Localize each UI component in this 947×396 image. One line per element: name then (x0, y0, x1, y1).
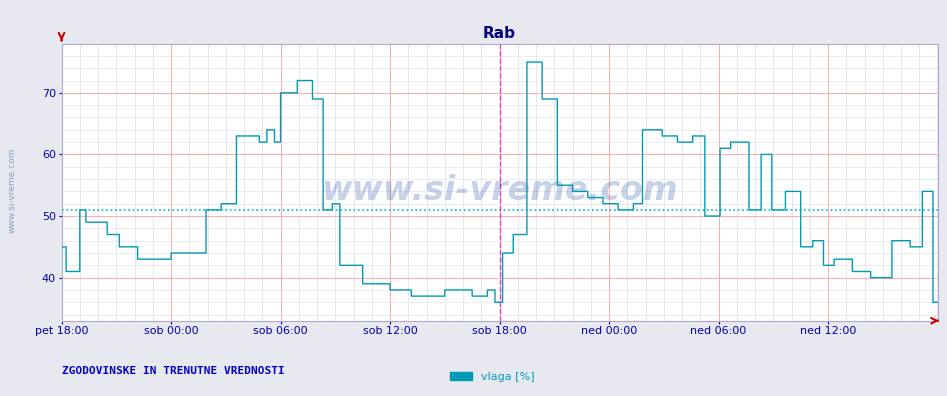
Text: ZGODOVINSKE IN TRENUTNE VREDNOSTI: ZGODOVINSKE IN TRENUTNE VREDNOSTI (62, 366, 284, 376)
Text: www.si-vreme.com: www.si-vreme.com (8, 147, 17, 233)
Text: www.si-vreme.com: www.si-vreme.com (321, 174, 678, 207)
Legend: vlaga [%]: vlaga [%] (446, 367, 539, 386)
Title: Rab: Rab (483, 26, 516, 41)
